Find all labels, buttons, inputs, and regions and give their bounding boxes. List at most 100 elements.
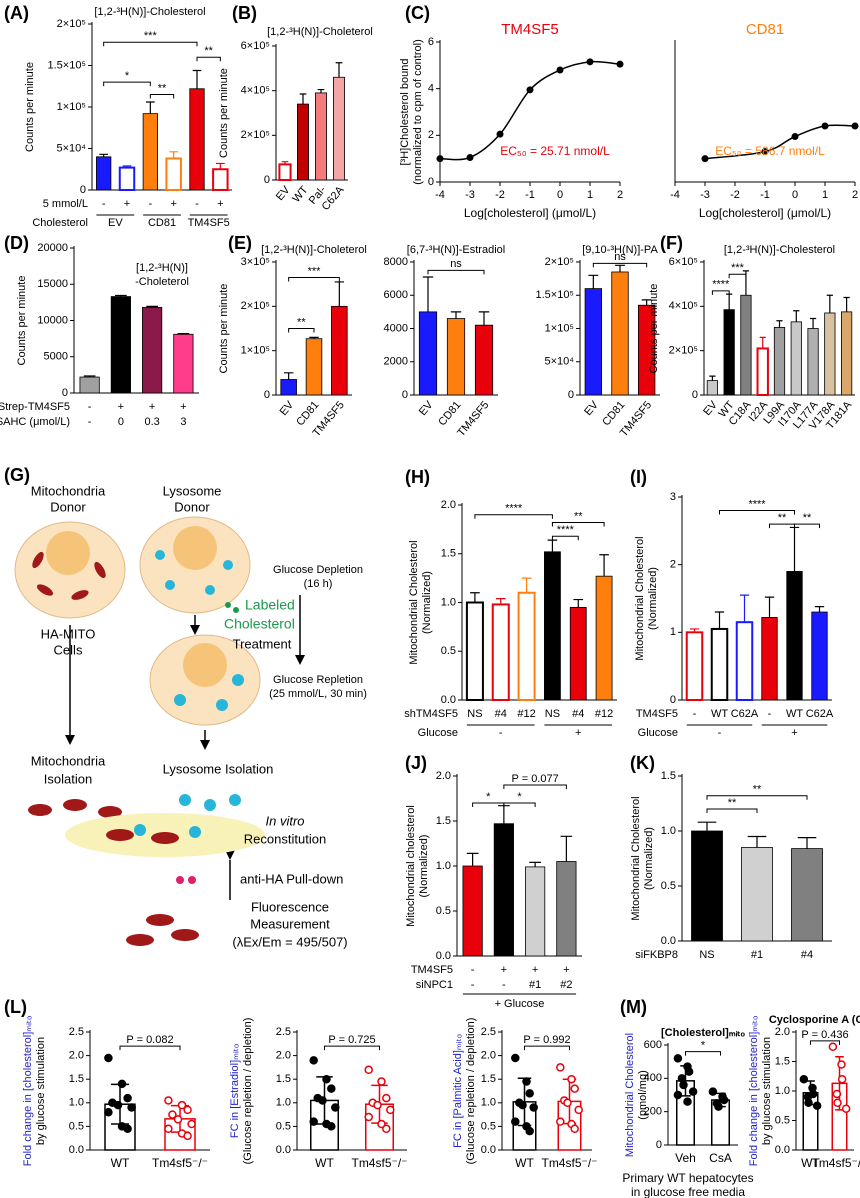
row-cell: #1 xyxy=(751,949,763,961)
point xyxy=(522,1077,531,1086)
y-axis-label: Counts per minute xyxy=(218,284,230,374)
bar xyxy=(142,307,163,394)
y-tick-label: 2×10⁵ xyxy=(545,256,574,268)
bar xyxy=(710,627,729,702)
point xyxy=(113,1100,123,1110)
bar xyxy=(569,606,587,701)
y-axis-label: Counts per minute xyxy=(24,62,36,152)
group-name: - xyxy=(499,727,503,739)
error-bar xyxy=(615,264,625,272)
y-tick-label: 600 xyxy=(644,1039,662,1051)
row-label: 5 mmol/L xyxy=(43,198,88,210)
error-bar xyxy=(283,372,294,380)
bar xyxy=(118,166,136,191)
y-tick-label: 1.5 xyxy=(661,770,676,782)
y-tick-label: 8000 xyxy=(384,256,408,268)
error-bar xyxy=(588,274,599,289)
y-tick-label: 0.5 xyxy=(436,905,451,917)
row-cell: 3 xyxy=(180,416,186,428)
chart-title: [6,7-³H(N)]-Estradiol xyxy=(407,244,505,256)
nucleus xyxy=(173,526,217,570)
group-name: - xyxy=(718,727,722,739)
y-tick-label: 20000 xyxy=(37,242,68,254)
y-axis-label: (normalized to cpm of control) xyxy=(412,39,424,185)
significance-bracket xyxy=(711,290,730,295)
point xyxy=(173,1115,183,1124)
panel-label: (G) xyxy=(4,465,30,485)
annotation: EC₅₀ = 586.7 nmol/L xyxy=(715,144,825,158)
y-tick-label: 2.0 xyxy=(436,770,451,782)
x-tick-label: 2 xyxy=(617,189,623,201)
significance-bracket xyxy=(706,795,808,800)
error-bar xyxy=(547,539,558,552)
error-bar xyxy=(478,311,490,326)
y-tick-label: 0 xyxy=(656,1139,662,1151)
point xyxy=(761,148,769,156)
error-bar xyxy=(466,852,479,866)
y-tick-label: 2.0 xyxy=(775,1026,790,1038)
significance-bracket xyxy=(103,41,198,47)
point xyxy=(327,1084,336,1093)
y-axis-label: Fold change in [cholesterol]ₘᵢₜₒ xyxy=(22,1016,34,1167)
error-bar xyxy=(122,165,132,168)
point xyxy=(123,1093,132,1103)
group-label: Glucose xyxy=(638,727,678,739)
panel-label: (I) xyxy=(630,467,647,487)
significance-bracket xyxy=(719,510,795,515)
point xyxy=(570,1084,579,1093)
significance-label: ns xyxy=(450,258,462,270)
y-tick-label: 2×10⁵ xyxy=(669,345,698,357)
error-bar xyxy=(146,305,158,308)
significance-bracket xyxy=(149,94,175,99)
group-name: + xyxy=(575,727,581,739)
point xyxy=(309,1117,318,1126)
row-cell: NS xyxy=(699,949,714,961)
chart-title: -Choleterol xyxy=(135,276,189,288)
y-axis-label: FC in [Palmitic Acid]ₘᵢₜₒ xyxy=(452,1034,464,1148)
bar xyxy=(474,324,494,396)
diagram-label: Labeled xyxy=(245,597,295,613)
x-tick-label: -1 xyxy=(525,189,535,201)
significance-bracket xyxy=(503,784,567,789)
point xyxy=(684,1067,694,1076)
row-label: siNPC1 xyxy=(416,979,453,991)
significance-label: ** xyxy=(753,784,762,796)
bar xyxy=(525,866,546,957)
point xyxy=(701,155,709,163)
bar xyxy=(493,823,514,957)
point xyxy=(837,1060,846,1069)
x-tick-label: 1 xyxy=(822,189,828,201)
significance-label: * xyxy=(125,70,130,82)
bar xyxy=(96,156,112,191)
note: + Glucose xyxy=(495,998,545,1010)
y-axis-label: [³H]Cholesterol bound xyxy=(399,58,411,165)
bar xyxy=(807,328,819,396)
row-cell: #1 xyxy=(529,979,541,991)
group-label: Cholesterol xyxy=(32,217,88,229)
row-cell: - xyxy=(88,401,92,413)
cholesterol-dot xyxy=(225,602,231,608)
row-cell: NS xyxy=(545,708,560,720)
x-tick-label: Veh xyxy=(675,1151,696,1165)
point xyxy=(177,1100,187,1110)
diagram-label: HA-MITO xyxy=(41,626,96,641)
bar xyxy=(333,76,345,181)
y-tick-label: 1×10⁵ xyxy=(241,345,270,357)
y-tick-label: 0 xyxy=(264,174,270,186)
y-tick-label: 2000 xyxy=(384,356,408,368)
y-axis-label: (Glucose repletion / depletion) xyxy=(465,1018,477,1165)
annotation: EC₅₀ = 25.71 nmol/L xyxy=(500,144,610,158)
significance-bracket xyxy=(551,535,579,541)
significance-bracket xyxy=(503,802,536,807)
point xyxy=(828,1042,838,1051)
row-label: TM4SF5 xyxy=(636,708,678,720)
y-tick-label: 0.0 xyxy=(69,1144,84,1156)
y-axis-label: (Normalized) xyxy=(421,571,433,634)
point xyxy=(688,1087,698,1096)
y-tick-label: 6000 xyxy=(384,289,408,301)
y-tick-label: 5×10⁴ xyxy=(544,356,574,368)
error-bar xyxy=(215,162,225,170)
diagram-label: Isolation xyxy=(44,771,92,786)
y-tick-label: 0 xyxy=(670,694,676,706)
error-bar xyxy=(498,805,510,824)
